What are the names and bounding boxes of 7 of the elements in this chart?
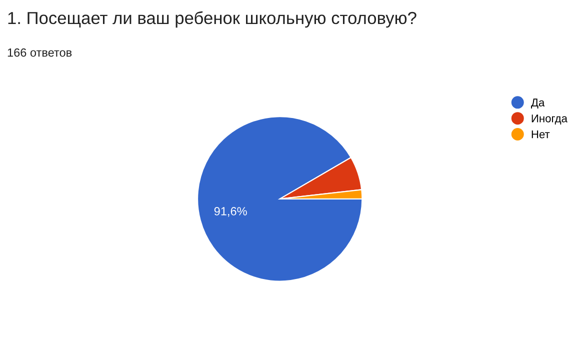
legend-label: Иногда: [532, 114, 568, 124]
text: 166 ответов: [8, 48, 72, 57]
pie-slice: [196, 116, 363, 282]
legend-label: Нет: [532, 130, 550, 138]
data-label: 91,6%: [214, 207, 247, 217]
chart-title: 1. Посещает ли ваш ребенок школьную столовую?: [8, 11, 416, 28]
legend-label: Да: [531, 98, 545, 109]
